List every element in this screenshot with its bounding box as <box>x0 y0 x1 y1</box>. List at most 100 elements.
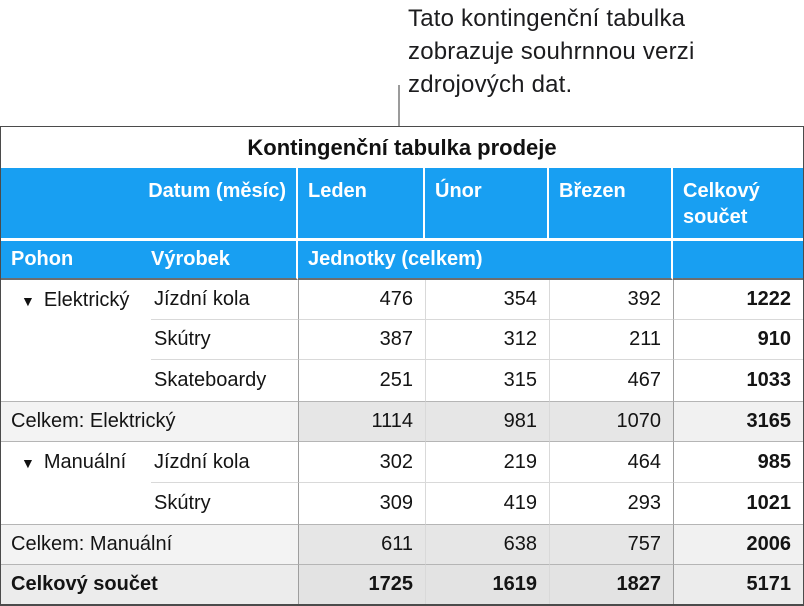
value-text: 1725 <box>368 573 414 595</box>
product-label: Jízdní kola <box>154 450 250 473</box>
header-leden-label: Leden <box>308 180 367 202</box>
annotation-line-2: zobrazuje souhrnnou verzi <box>408 38 695 65</box>
product-label: Jízdní kola <box>154 288 250 310</box>
product-cell[interactable]: Jízdní kola <box>151 442 298 483</box>
grand-total-value-cell[interactable]: 1619 <box>425 565 549 604</box>
value-cell[interactable]: 211 <box>549 320 673 360</box>
value-text: 985 <box>757 450 791 473</box>
value-text: 476 <box>379 288 413 310</box>
value-text: 1619 <box>492 573 538 595</box>
pivot-table: Kontingenční tabulka prodeje Datum (měsí… <box>0 126 804 606</box>
value-cell[interactable]: 312 <box>425 320 549 360</box>
header-cell-brezen[interactable]: Březen <box>549 168 673 241</box>
callout-line <box>398 85 400 126</box>
value-text: 387 <box>379 328 413 350</box>
row-total-cell[interactable]: 1033 <box>673 360 803 401</box>
header-datum-label: Datum (měsíc) <box>148 180 286 202</box>
grand-total-value-cell[interactable]: 1725 <box>298 565 425 604</box>
value-text: 638 <box>503 533 537 555</box>
subtotal-total-cell[interactable]: 2006 <box>673 524 803 565</box>
header-pohon-label: Pohon <box>11 248 74 270</box>
subtotal-value-cell[interactable]: 757 <box>549 524 673 565</box>
subtotal-value-cell[interactable]: 1114 <box>298 401 425 442</box>
header-cell-datum[interactable]: Datum (měsíc) <box>1 168 298 241</box>
value-cell[interactable]: 476 <box>298 280 425 320</box>
subtotal-value-cell[interactable]: 1070 <box>549 401 673 442</box>
table-title: Kontingenční tabulka prodeje <box>247 134 557 160</box>
value-cell[interactable]: 354 <box>425 280 549 320</box>
grand-total-label-cell[interactable]: Celkový součet <box>1 565 298 604</box>
value-cell[interactable]: 387 <box>298 320 425 360</box>
value-cell[interactable]: 464 <box>549 442 673 483</box>
value-text: 219 <box>503 450 537 473</box>
value-cell[interactable]: 309 <box>298 483 425 524</box>
grand-total-value-cell[interactable]: 1827 <box>549 565 673 604</box>
value-text: 211 <box>629 328 661 350</box>
value-text: 1070 <box>616 410 662 432</box>
subtotal-value-cell[interactable]: 981 <box>425 401 549 442</box>
subtotal-label-cell[interactable]: Celkem: Manuální <box>1 524 298 565</box>
value-cell[interactable]: 293 <box>549 483 673 524</box>
product-cell[interactable]: Skateboardy <box>151 360 298 401</box>
header-unor-label: Únor <box>435 180 482 202</box>
value-text: 1021 <box>746 492 792 514</box>
value-text: 392 <box>627 288 661 310</box>
header-brezen-label: Březen <box>559 180 626 202</box>
header-cell-leden[interactable]: Leden <box>298 168 425 241</box>
value-text: 981 <box>503 410 537 432</box>
value-text: 302 <box>379 450 413 473</box>
value-text: 3165 <box>746 410 792 432</box>
annotation-line-3: zdrojových dat. <box>408 71 573 98</box>
subtotal-total-cell[interactable]: 3165 <box>673 401 803 442</box>
value-text: 312 <box>503 328 537 350</box>
header-cell-celkovy-soucet[interactable]: Celkový součet <box>673 168 803 241</box>
value-text: 1114 <box>371 410 413 432</box>
subtotal-label: Celkem: Manuální <box>11 533 173 555</box>
header-cell-pohon-vyrobek[interactable]: Pohon Výrobek <box>1 241 298 280</box>
value-text: 2006 <box>746 533 792 555</box>
product-cell[interactable]: Skútry <box>151 320 298 360</box>
table-title-cell[interactable]: Kontingenční tabulka prodeje <box>1 127 803 168</box>
header-cell-unor[interactable]: Únor <box>425 168 549 241</box>
group-cell-manualni[interactable]: ▼ Manuální <box>1 442 151 524</box>
value-cell[interactable]: 315 <box>425 360 549 401</box>
subtotal-value-cell[interactable]: 611 <box>298 524 425 565</box>
value-cell[interactable]: 392 <box>549 280 673 320</box>
value-text: 5171 <box>746 573 792 595</box>
subtotal-label: Celkem: Elektrický <box>11 410 176 432</box>
subtotal-value-cell[interactable]: 638 <box>425 524 549 565</box>
header-cell-empty[interactable] <box>673 241 803 280</box>
group-cell-elektricky[interactable]: ▼ Elektrický <box>1 280 151 401</box>
product-label: Skútry <box>154 328 211 350</box>
row-total-cell[interactable]: 985 <box>673 442 803 483</box>
value-cell[interactable]: 219 <box>425 442 549 483</box>
header-vyrobek-label: Výrobek <box>151 248 230 270</box>
value-cell[interactable]: 419 <box>425 483 549 524</box>
row-total-cell[interactable]: 1021 <box>673 483 803 524</box>
row-total-cell[interactable]: 910 <box>673 320 803 360</box>
value-text: 910 <box>757 328 791 350</box>
value-text: 611 <box>381 533 413 555</box>
annotation-text: Tato kontingenční tabulka zobrazuje souh… <box>408 2 695 101</box>
disclosure-triangle-icon[interactable]: ▼ <box>21 455 35 471</box>
product-cell[interactable]: Skútry <box>151 483 298 524</box>
value-text: 419 <box>503 492 537 514</box>
value-text: 1033 <box>746 369 792 391</box>
group-label-manualni: Manuální <box>43 451 127 473</box>
value-text: 467 <box>627 369 661 391</box>
value-cell[interactable]: 251 <box>298 360 425 401</box>
header-cell-jednotky[interactable]: Jednotky (celkem) <box>298 241 673 280</box>
row-total-cell[interactable]: 1222 <box>673 280 803 320</box>
group-label-elektricky: Elektrický <box>43 289 130 311</box>
value-text: 315 <box>503 369 537 391</box>
annotation-line-1: Tato kontingenční tabulka <box>408 5 686 32</box>
subtotal-label-cell[interactable]: Celkem: Elektrický <box>1 401 298 442</box>
value-cell[interactable]: 467 <box>549 360 673 401</box>
value-text: 1827 <box>616 573 662 595</box>
grand-total-label: Celkový součet <box>11 573 158 595</box>
grand-total-total-cell[interactable]: 5171 <box>673 565 803 604</box>
disclosure-triangle-icon[interactable]: ▼ <box>21 293 35 309</box>
product-label: Skútry <box>154 492 211 514</box>
value-cell[interactable]: 302 <box>298 442 425 483</box>
product-cell[interactable]: Jízdní kola <box>151 280 298 320</box>
